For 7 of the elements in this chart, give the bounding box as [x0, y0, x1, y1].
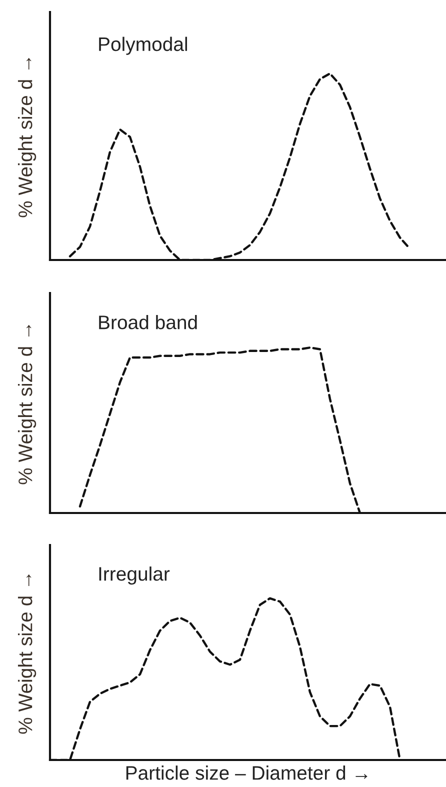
y-axis-title: % Weight size d → [18, 574, 36, 734]
y-axis-title: % Weight size d → [18, 58, 36, 218]
x-axis-title: Particle size – Diameter d → [126, 766, 368, 780]
chart-title: Irregular [99, 566, 170, 585]
chart-title: Polymodal [99, 36, 188, 55]
y-axis-title: % Weight size d → [18, 325, 36, 484]
chart-title: Broad band [99, 315, 197, 330]
